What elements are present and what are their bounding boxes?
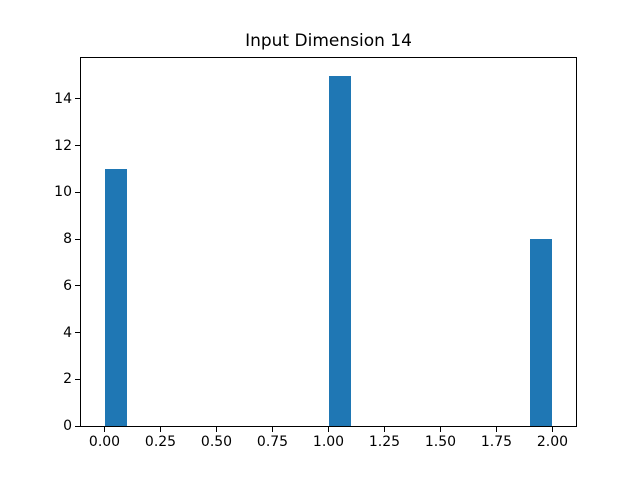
y-tick-label: 6: [63, 277, 72, 294]
y-tick-label: 0: [63, 418, 72, 434]
y-tick-label: 14: [54, 90, 72, 107]
plot-area: [80, 57, 577, 427]
y-tick-mark: [75, 285, 80, 287]
x-tick-mark: [439, 427, 441, 432]
y-tick-label: 12: [54, 137, 72, 154]
y-tick-mark: [75, 425, 80, 427]
y-tick-label: 2: [63, 371, 72, 388]
x-tick-label: 0.00: [88, 434, 121, 450]
histogram-bar: [530, 239, 553, 426]
x-tick-mark: [104, 427, 106, 432]
x-tick-label: 1.25: [368, 434, 401, 450]
y-tick-label: 4: [63, 324, 72, 341]
y-tick-label: 8: [63, 231, 72, 248]
histogram-bar: [328, 75, 351, 426]
x-tick-label: 0.50: [200, 434, 233, 450]
chart-title: Input Dimension 14: [245, 31, 412, 51]
x-tick-mark: [272, 427, 273, 432]
x-tick-mark: [383, 427, 385, 432]
x-tick-label: 0.25: [144, 434, 177, 450]
x-tick-label: 2.00: [536, 434, 569, 450]
x-tick-label: 0.75: [256, 434, 289, 450]
histogram-bar: [104, 168, 127, 426]
x-tick-mark: [551, 427, 553, 432]
y-tick-label: 10: [54, 184, 72, 201]
x-tick-label: 1.50: [424, 434, 457, 450]
y-tick-mark: [75, 191, 80, 193]
x-tick-mark: [216, 427, 217, 432]
y-tick-mark: [75, 378, 80, 380]
x-tick-mark: [495, 427, 497, 432]
x-tick-mark: [328, 427, 329, 432]
x-tick-label: 1.00: [312, 434, 345, 450]
y-tick-mark: [75, 145, 80, 147]
x-tick-label: 1.75: [480, 434, 513, 450]
y-tick-mark: [75, 238, 80, 240]
y-tick-mark: [75, 98, 80, 100]
y-tick-mark: [75, 332, 80, 334]
x-tick-mark: [160, 427, 161, 432]
